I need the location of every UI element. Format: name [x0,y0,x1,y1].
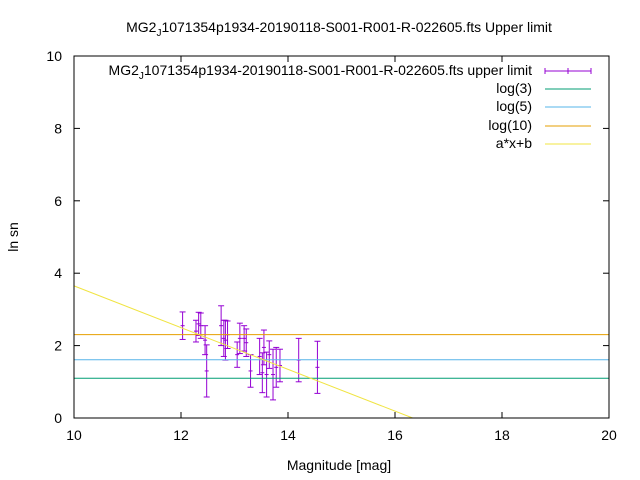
errorbar-point [218,305,225,347]
y-axis-ticks: 0 2 4 6 8 10 [46,48,609,426]
y-tick-label: 0 [54,410,62,426]
fit-line [73,285,413,419]
x-tick-label: 18 [494,427,510,443]
x-tick-label: 16 [387,427,403,443]
plot-area [73,285,609,419]
legend-label-log5: log(5) [496,98,532,114]
errorbar-point [270,348,277,401]
errorbar-point [266,340,273,369]
x-tick-label: 14 [280,427,296,443]
legend-label-errorbars: MG2J1071354p1934-20190118-S001-R001-R-02… [109,62,533,82]
errorbar-point [243,328,250,357]
legend-swatches [544,68,592,145]
errorbar-point [273,346,280,388]
errorbar-point [203,344,210,398]
series-layer [73,285,609,419]
errorbar-point [314,340,321,394]
y-tick-label: 8 [54,120,62,136]
legend-label-log10: log(10) [488,117,532,133]
x-axis-label: Magnitude [mag] [287,457,391,473]
y-tick-label: 2 [54,338,62,354]
legend-label-log3: log(3) [496,80,532,96]
x-tick-label: 20 [601,427,617,443]
legend: MG2J1071354p1934-20190118-S001-R001-R-02… [109,62,592,151]
y-tick-label: 10 [46,48,62,64]
errorbar-point [202,325,209,356]
y-tick-label: 4 [54,265,62,281]
y-tick-label: 6 [54,193,62,209]
x-tick-label: 12 [173,427,189,443]
x-axis-ticks: 10 12 14 16 18 20 [66,56,617,443]
legend-label-fit: a*x+b [496,135,532,151]
errorbar-point [234,341,241,368]
legend-swatch-0 [544,68,592,74]
x-tick-label: 10 [66,427,82,443]
chart-title: MG2J1071354p1934-20190118-S001-R001-R-02… [126,19,552,39]
errorbar-point [236,322,243,355]
errorbar-point [256,337,263,376]
errorbar-point [197,312,204,339]
errorbar-point [260,329,267,366]
plot-frame [73,55,610,419]
y-axis-label: ln sn [5,222,21,252]
errorbar-point [192,319,199,343]
